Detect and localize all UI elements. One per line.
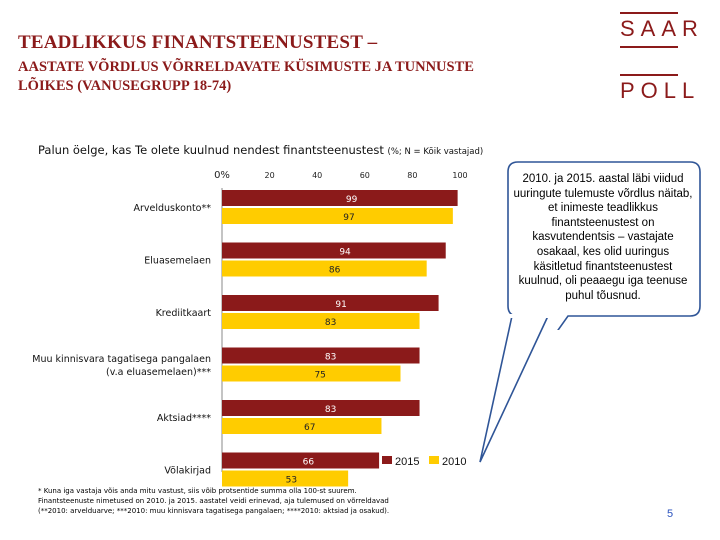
category-label: Krediitkaart <box>156 308 212 319</box>
data-label-2010: 53 <box>286 476 297 486</box>
x-tick-label: 60 <box>360 171 370 180</box>
category-label: Võlakirjad <box>164 466 211 477</box>
bar-2010 <box>222 208 453 224</box>
data-label-2015: 94 <box>339 248 351 258</box>
bar-2015 <box>222 190 458 206</box>
page-number: 5 <box>667 508 673 520</box>
data-label-2015: 66 <box>303 458 315 468</box>
category-label: Eluasemelaen <box>144 256 211 267</box>
legend-swatch-2015 <box>382 456 392 464</box>
x-tick-label: 100 <box>452 171 467 180</box>
page-title: TEADLIKKUS FINANTSTEENUSTEST – <box>18 32 377 54</box>
logo-top-text: SAAR <box>620 16 678 42</box>
x-tick-label: 40 <box>312 171 322 180</box>
data-label-2015: 99 <box>346 195 358 205</box>
category-label: Aktsiad**** <box>157 413 211 424</box>
bar-2015 <box>222 453 379 469</box>
footnote: * Kuna iga vastaja võis anda mitu vastus… <box>38 486 498 516</box>
data-label-2010: 67 <box>304 423 315 433</box>
bar-2015 <box>222 243 446 259</box>
footnote-line-3: (**2010: arvelduarve; ***2010: muu kinni… <box>38 506 498 516</box>
bar-2010 <box>222 313 420 329</box>
bar-2010 <box>222 261 427 277</box>
bar-2010 <box>222 366 401 382</box>
footnote-line-2: Finantsteenuste nimetused on 2010. ja 20… <box>38 496 498 506</box>
data-label-2015: 91 <box>335 300 346 310</box>
callout-text: 2010. ja 2015. aastal läbi viidud uuring… <box>512 172 694 303</box>
bar-2010 <box>222 418 381 434</box>
bar-2015 <box>222 348 420 364</box>
legend-label-2015: 2015 <box>395 456 419 468</box>
x-tick-label: 20 <box>265 171 275 180</box>
bar-2015 <box>222 295 439 311</box>
legend-swatch-2010 <box>429 456 439 464</box>
bar-chart: 0% 20 40 60 80 100 Arvelduskonto** 99 97 Eluaseme… <box>0 160 500 490</box>
data-label-2015: 83 <box>325 405 336 415</box>
callout-pointer <box>440 314 560 464</box>
x-tick-label: 0% <box>214 170 230 181</box>
logo-bottom-text: POLL <box>620 78 678 104</box>
survey-question: Palun öelge, kas Te olete kuulnud nendes… <box>38 143 483 157</box>
question-note: (%; N = Kõik vastajad) <box>388 147 484 157</box>
question-text: Palun öelge, kas Te olete kuulnud nendes… <box>38 143 384 157</box>
data-label-2015: 83 <box>325 353 336 363</box>
category-label: (v.a eluasemelaen)*** <box>106 367 211 378</box>
data-label-2010: 97 <box>343 213 354 223</box>
page-subtitle: AASTATE VÕRDLUS VÕRRELDAVATE KÜSIMUSTE J… <box>18 58 498 96</box>
x-tick-label: 80 <box>407 171 417 180</box>
bar-2015 <box>222 400 420 416</box>
footnote-line-1: * Kuna iga vastaja võis anda mitu vastus… <box>38 486 498 496</box>
data-label-2010: 83 <box>325 318 336 328</box>
category-label: Arvelduskonto** <box>133 203 211 214</box>
category-label: Muu kinnisvara tagatisega pangalaen <box>32 354 211 365</box>
saar-poll-logo: SAAR POLL <box>620 12 678 108</box>
data-label-2010: 86 <box>329 266 341 276</box>
data-label-2010: 75 <box>314 371 325 381</box>
